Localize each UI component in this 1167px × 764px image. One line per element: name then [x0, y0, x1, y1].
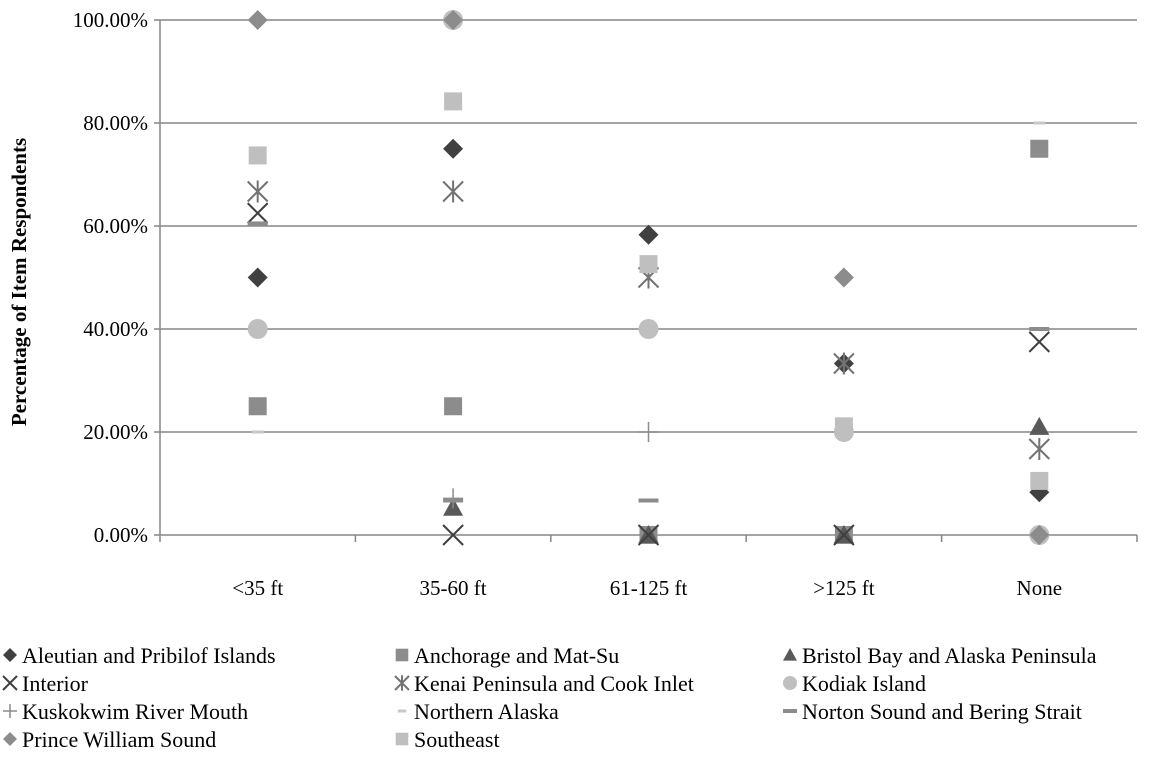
data-point [443, 488, 464, 509]
legend-marker [394, 675, 410, 691]
legend-label: Interior [22, 671, 88, 696]
data-point [247, 221, 268, 226]
data-point [638, 498, 659, 503]
data-point [1033, 121, 1046, 125]
legend-label: Kodiak Island [802, 671, 927, 696]
legend-item: Kuskokwim River Mouth [0, 699, 248, 725]
legend-marker [395, 648, 409, 662]
data-point [1030, 471, 1049, 490]
data-point [444, 397, 463, 416]
legend-item: Southeast [392, 727, 500, 753]
legend-label: Kuskokwim River Mouth [22, 699, 249, 724]
data-point [246, 180, 269, 203]
data-point [833, 267, 854, 288]
legend-item: Aleutian and Pribilof Islands [0, 643, 276, 669]
legend-label: Norton Sound and Bering Strait [802, 699, 1082, 724]
legend-marker [397, 709, 407, 713]
y-tick-label: 40.00% [83, 317, 148, 341]
data-point [1029, 525, 1050, 545]
legend-label: Southeast [414, 727, 500, 752]
legend-marker [395, 732, 409, 746]
legend-item: Norton Sound and Bering Strait [780, 699, 1082, 725]
legend-item: Kenai Peninsula and Cook Inlet [392, 671, 694, 697]
x-tick-label: >125 ft [813, 576, 875, 600]
legend-marker [783, 709, 797, 713]
y-tick-label: 100.00% [73, 8, 148, 32]
data-point [247, 10, 268, 30]
legend-item: Interior [0, 671, 88, 697]
x-tick-label: <35 ft [232, 576, 283, 600]
y-tick-labels: 0.00% 20.00% 40.00% 60.00% 80.00% 100.00% [73, 8, 148, 547]
data-point [1028, 331, 1051, 353]
legend-label: Anchorage and Mat-Su [414, 643, 620, 668]
legend-item: Bristol Bay and Alaska Peninsula [780, 643, 1097, 669]
legend: Aleutian and Pribilof Islands Anchorage a… [0, 643, 1167, 763]
legend-marker [2, 675, 18, 691]
y-tick-label: 20.00% [83, 420, 148, 444]
legend-item: Anchorage and Mat-Su [392, 643, 619, 669]
legend-label: Kenai Peninsula and Cook Inlet [414, 671, 694, 696]
legend-label: Aleutian and Pribilof Islands [22, 643, 276, 668]
y-tick-label: 0.00% [94, 523, 148, 547]
data-point [444, 92, 463, 111]
legend-marker [3, 704, 17, 718]
data-point [638, 422, 659, 442]
y-tick-label: 80.00% [83, 111, 148, 135]
data-point [251, 430, 264, 434]
data-points [246, 10, 1051, 546]
data-point [833, 524, 855, 546]
data-point [1030, 139, 1049, 158]
data-point [637, 524, 660, 546]
data-point [1029, 416, 1050, 435]
scatter-chart: 0.00% 20.00% 40.00% 60.00% 80.00% 100.00% <35… [7, 8, 1138, 600]
legend-label: Northern Alaska [414, 699, 559, 724]
data-point [247, 319, 268, 339]
data-point [443, 138, 464, 159]
data-point [248, 146, 267, 165]
data-point [639, 255, 658, 274]
data-point [246, 202, 269, 224]
data-point [442, 180, 464, 203]
data-point [247, 267, 268, 288]
x-tick-label: 35-60 ft [420, 576, 487, 600]
y-tick-label: 60.00% [83, 214, 148, 238]
data-point [833, 352, 855, 375]
x-tick-labels: <35 ft 35-60 ft 61-125 ft >125 ft None [232, 576, 1062, 600]
data-point [442, 524, 464, 546]
legend-marker [3, 648, 17, 662]
x-tick-label: None [1017, 576, 1063, 600]
x-tick-label: 61-125 ft [610, 576, 688, 600]
y-axis-label: Percentage of Item Respondents [7, 138, 31, 426]
legend-label: Prince William Sound [22, 727, 217, 752]
data-point [638, 319, 659, 339]
legend-marker [3, 732, 17, 746]
legend-marker [783, 676, 797, 690]
data-point [638, 224, 659, 245]
data-point [1028, 437, 1051, 460]
data-point [443, 498, 464, 503]
legend-marker [783, 648, 797, 661]
legend-item: Prince William Sound [0, 727, 216, 753]
data-point [248, 397, 267, 416]
data-point [1029, 327, 1050, 331]
gridlines [154, 19, 1137, 536]
legend-item: Kodiak Island [780, 671, 926, 697]
legend-label: Bristol Bay and Alaska Peninsula [802, 643, 1097, 668]
data-point [834, 417, 853, 436]
data-point [443, 10, 464, 30]
legend-item: Northern Alaska [392, 699, 559, 725]
